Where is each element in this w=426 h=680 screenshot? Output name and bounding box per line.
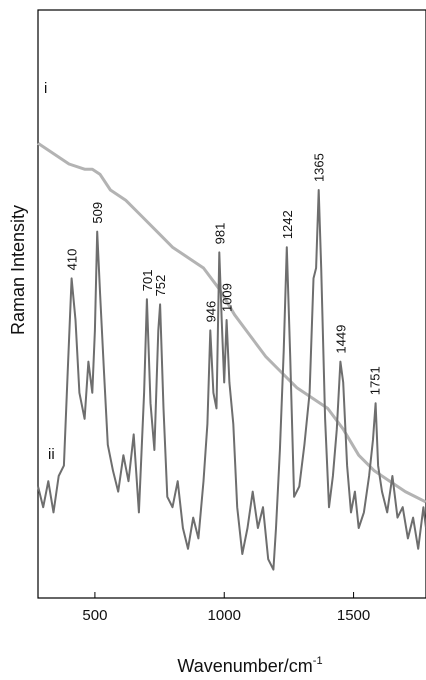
x-tick-label: 1500 bbox=[337, 607, 370, 624]
spectra bbox=[37, 141, 426, 571]
peak-label: 946 bbox=[203, 301, 218, 323]
peak-label: 1365 bbox=[312, 153, 327, 182]
series-label-i: i bbox=[44, 80, 47, 97]
peak-label: 410 bbox=[65, 249, 80, 271]
peak-label: 1242 bbox=[280, 210, 295, 239]
series-line-i bbox=[37, 141, 426, 504]
peak-label: 1751 bbox=[367, 366, 382, 395]
peak-label: 509 bbox=[90, 202, 105, 224]
series-label-ii: ii bbox=[48, 446, 55, 463]
x-axis-label-text: Wavenumber/cm bbox=[177, 656, 312, 676]
x-tick-label: 500 bbox=[82, 607, 107, 624]
x-axis-label: Wavenumber/cm-1 bbox=[177, 655, 322, 676]
peak-label: 752 bbox=[153, 275, 168, 297]
peak-label: 981 bbox=[212, 223, 227, 245]
y-axis-label: Raman Intensity bbox=[8, 205, 28, 335]
peak-label: 1009 bbox=[220, 283, 235, 312]
x-axis-label-exponent: -1 bbox=[313, 655, 323, 667]
x-axis-ticks: 500 1000 1500 bbox=[82, 592, 370, 624]
plot-frame bbox=[37, 9, 426, 599]
x-tick-label: 1000 bbox=[208, 607, 241, 624]
peak-label: 1449 bbox=[333, 325, 348, 354]
peak-label: 701 bbox=[140, 269, 155, 291]
series-line-ii bbox=[37, 189, 426, 571]
